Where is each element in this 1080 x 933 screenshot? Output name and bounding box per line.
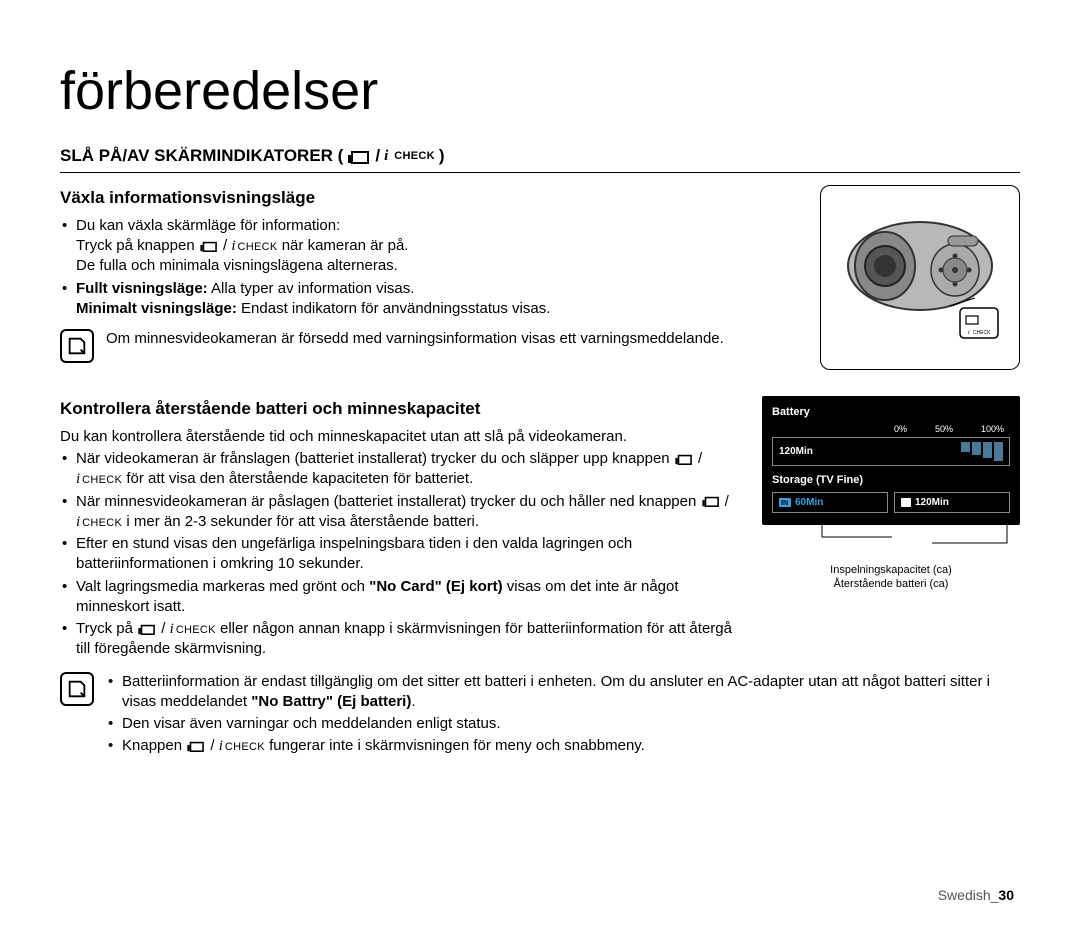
storage-header: Storage (TV Fine) (772, 474, 1010, 486)
subsection-2-title: Kontrollera återstående batteri och minn… (60, 398, 734, 421)
battery-header: Battery (772, 406, 1010, 418)
svg-text:IN: IN (781, 500, 788, 507)
note-icon (60, 672, 94, 706)
section-title-pre: SLÅ PÅ/AV SKÄRMINDIKATORER ( (60, 146, 343, 166)
check-label: CHECK (394, 150, 435, 162)
battery-bars (961, 442, 1003, 461)
info-icon: i (219, 738, 223, 754)
check-label: CHECK (176, 624, 216, 636)
note-icon (60, 329, 94, 363)
list-item: Tryck på / iCHECK eller någon annan knap… (76, 619, 734, 660)
intro-text: Du kan kontrollera återstående tid och m… (60, 427, 734, 447)
battery-panel: Battery 0% 50% 100% 120Min Storage (TV F… (762, 396, 1020, 592)
storage-row: IN 60Min 120Min (772, 492, 1010, 513)
storage-cell-card: 120Min (894, 492, 1010, 513)
display-icon (186, 737, 206, 754)
info-icon: i (76, 471, 80, 487)
note-text: Batteriinformation är endast tillgänglig… (106, 672, 1020, 759)
check-label: CHECK (82, 474, 122, 486)
page-footer: Swedish_30 (938, 887, 1014, 903)
list-item: Valt lagringsmedia markeras med grönt oc… (76, 577, 734, 618)
battery-row: 120Min (772, 437, 1010, 466)
display-icon (137, 620, 157, 637)
check-label: CHECK (225, 741, 265, 753)
subsection-1-list: Du kan växla skärmläge för information: … (60, 216, 792, 319)
battery-scale: 0% 50% 100% (772, 424, 1010, 434)
list-item: Batteriinformation är endast tillgänglig… (122, 672, 1020, 713)
internal-storage-icon: IN (779, 498, 791, 507)
storage-cell-internal: IN 60Min (772, 492, 888, 513)
svg-text:CHECK: CHECK (973, 330, 991, 336)
battery-caption: Inspelningskapacitet (ca) Återstående ba… (762, 563, 1020, 592)
display-icon (701, 493, 721, 510)
battery-minutes: 120Min (779, 446, 813, 457)
info-icon: i (170, 621, 174, 637)
page-title: förberedelser (60, 60, 1020, 122)
check-label: CHECK (238, 241, 278, 253)
display-icon (199, 237, 219, 254)
list-item: Fullt visningsläge: Alla typer av inform… (76, 279, 792, 320)
list-item: När minnesvideokameran är påslagen (batt… (76, 492, 734, 533)
list-item: Du kan växla skärmläge för information: … (76, 216, 792, 277)
info-icon: i (76, 514, 80, 530)
list-item: Den visar även varningar och meddelanden… (122, 714, 1020, 734)
info-icon: i (231, 238, 235, 254)
card-storage-icon (901, 498, 911, 507)
info-icon: i (384, 148, 388, 165)
subsection-1-title: Växla informationsvisningsläge (60, 187, 792, 210)
section-title: SLÅ PÅ/AV SKÄRMINDIKATORER ( / i CHECK ) (60, 146, 1020, 173)
note-text: Om minnesvideokameran är försedd med var… (106, 329, 724, 349)
display-icon (674, 450, 694, 467)
separator: / (375, 146, 380, 166)
leader-lines (762, 525, 1020, 549)
camera-illustration: i CHECK (820, 185, 1020, 370)
display-icon (347, 146, 371, 166)
subsection-2-list: När videokameran är frånslagen (batterie… (60, 449, 734, 660)
list-item: Efter en stund visas den ungefärliga ins… (76, 534, 734, 575)
list-item: När videokameran är frånslagen (batterie… (76, 449, 734, 490)
list-item: Knappen / iCHECK fungerar inte i skärmvi… (122, 736, 1020, 756)
section-title-post: ) (439, 146, 445, 166)
note: Om minnesvideokameran är försedd med var… (60, 329, 792, 363)
note: Batteriinformation är endast tillgänglig… (60, 672, 1020, 759)
check-label: CHECK (82, 517, 122, 529)
battery-screen: Battery 0% 50% 100% 120Min Storage (TV F… (762, 396, 1020, 525)
